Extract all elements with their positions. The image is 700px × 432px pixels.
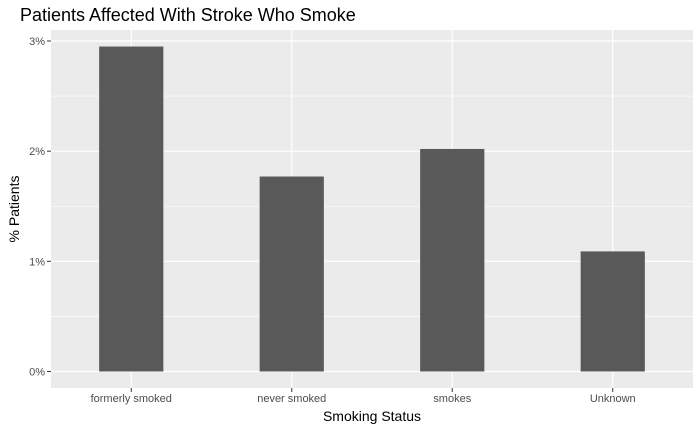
bar-never-smoked: [259, 176, 324, 372]
bar-unknown: [580, 251, 645, 372]
x-tick-label: Unknown: [590, 393, 636, 405]
y-tick-label: 3%: [29, 36, 45, 48]
bar-smokes: [420, 148, 485, 372]
x-tick-label: smokes: [433, 393, 471, 405]
y-tick-label: 1%: [29, 256, 45, 268]
bar-formerly-smoked: [99, 46, 164, 372]
x-axis-ticks: formerly smoked never smoked smokes Unknown: [91, 388, 636, 405]
x-tick-label: never smoked: [257, 393, 326, 405]
y-axis-title: % Patients: [6, 176, 22, 243]
y-axis-ticks: 0% 1% 2% 3%: [29, 36, 51, 378]
x-axis-title: Smoking Status: [323, 408, 421, 424]
bars: [99, 46, 645, 372]
x-tick-label: formerly smoked: [91, 393, 172, 405]
y-tick-label: 0%: [29, 366, 45, 378]
chart-title: Patients Affected With Stroke Who Smoke: [20, 5, 356, 25]
y-tick-label: 2%: [29, 146, 45, 158]
